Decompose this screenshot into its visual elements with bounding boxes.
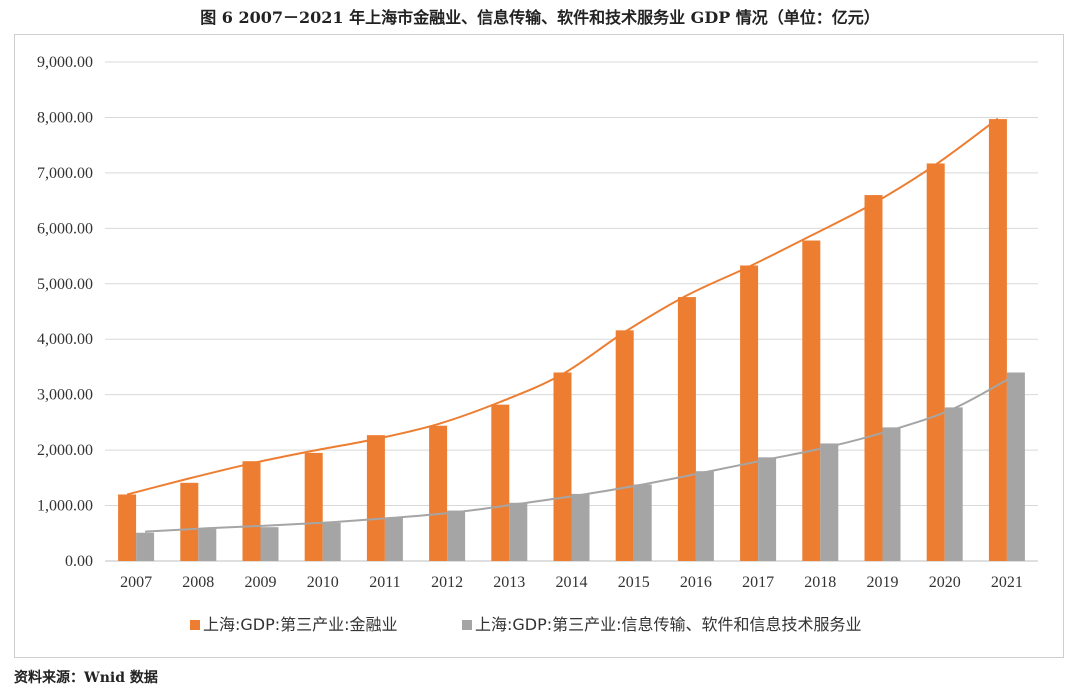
x-tick-label: 2011: [369, 574, 400, 591]
x-tick-label: 2010: [307, 574, 339, 591]
bar-it: [882, 427, 901, 561]
x-tick-label: 2013: [493, 574, 525, 591]
bar-it: [198, 528, 217, 561]
bar-it: [136, 532, 155, 561]
y-tick-label: 1,000.00: [37, 498, 93, 515]
x-tick-label: 2015: [618, 574, 650, 591]
bar-finance: [926, 163, 945, 562]
bar-finance: [366, 435, 385, 561]
x-tick-label: 2008: [182, 574, 214, 591]
bar-it: [633, 484, 652, 561]
legend-label: 上海:GDP:第三产业:信息传输、软件和信息技术服务业: [475, 615, 862, 634]
bar-finance: [988, 119, 1007, 561]
bars: [118, 119, 1025, 562]
y-tick-label: 0.00: [65, 553, 93, 570]
bar-it: [820, 443, 839, 561]
bar-finance: [491, 404, 510, 561]
y-tick-label: 5,000.00: [37, 276, 93, 293]
legend-swatch: [462, 620, 472, 630]
bar-finance: [553, 372, 572, 561]
x-tick-label: 2018: [804, 574, 836, 591]
bar-it: [260, 527, 279, 561]
trendline-finance: [126, 117, 999, 496]
bar-finance: [677, 297, 696, 561]
y-axis: 0.00 1,000.00 2,000.00 3,000.00 4,000.00 5,00…: [37, 54, 93, 570]
y-tick-label: 9,000.00: [37, 54, 93, 71]
x-tick-label: 2012: [431, 574, 463, 591]
legend-swatch: [190, 620, 200, 630]
y-tick-label: 3,000.00: [37, 387, 93, 404]
bar-it: [384, 517, 403, 561]
bar-finance: [802, 240, 821, 561]
legend: 上海:GDP:第三产业:金融业 上海:GDP:第三产业:信息传输、软件和信息技术服…: [190, 615, 862, 634]
x-axis: 2007 2008 2009 2010 2011 2012 2013 2014 2015 2016…: [120, 574, 1023, 591]
x-tick-label: 2017: [742, 574, 774, 591]
x-tick-label: 2016: [680, 574, 712, 591]
x-tick-label: 2007: [120, 574, 152, 591]
legend-label: 上海:GDP:第三产业:金融业: [203, 615, 398, 634]
x-tick-label: 2009: [245, 574, 277, 591]
x-tick-label: 2019: [867, 574, 899, 591]
source-note: 资料来源：Wnid 数据: [14, 670, 158, 686]
bar-finance: [180, 482, 199, 561]
bar-it: [695, 471, 714, 561]
bar-it: [509, 502, 528, 561]
x-tick-label: 2014: [556, 574, 588, 591]
y-tick-label: 8,000.00: [37, 109, 93, 126]
chart-frame: [14, 34, 1064, 658]
y-tick-label: 6,000.00: [37, 220, 93, 237]
bar-it: [944, 407, 963, 561]
bar-it: [1006, 372, 1025, 561]
bar-finance: [242, 461, 261, 561]
y-tick-label: 4,000.00: [37, 331, 93, 348]
x-tick-label: 2020: [929, 574, 961, 591]
trendline-it: [145, 373, 1017, 533]
bar-it: [447, 510, 466, 561]
chart-title: 图 6 2007－2021 年上海市金融业、信息传输、软件和技术服务业 GDP …: [200, 8, 880, 27]
bar-finance: [740, 265, 759, 561]
bar-finance: [118, 494, 137, 561]
trendlines: [126, 117, 1017, 533]
bar-it: [571, 493, 590, 561]
x-tick-label: 2021: [991, 574, 1023, 591]
bar-it: [758, 457, 777, 561]
bar-it: [322, 522, 341, 561]
bar-finance: [304, 452, 323, 561]
bar-finance: [429, 425, 448, 561]
y-tick-label: 7,000.00: [37, 165, 93, 182]
y-tick-label: 2,000.00: [37, 442, 93, 459]
bar-finance: [615, 330, 634, 561]
bar-finance: [864, 195, 883, 562]
